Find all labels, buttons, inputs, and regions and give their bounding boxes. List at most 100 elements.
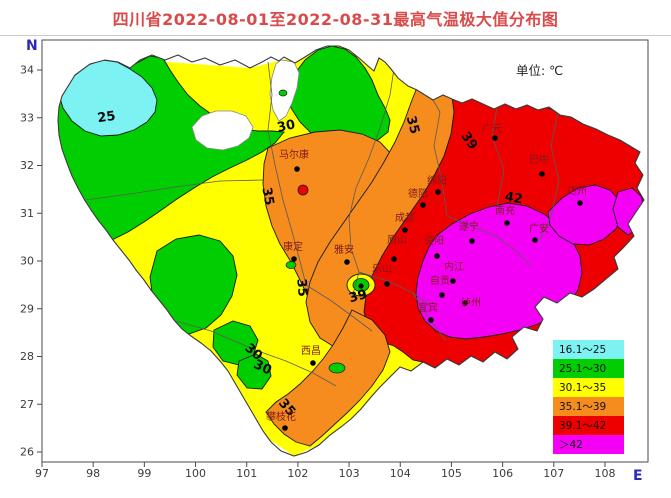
lon-tick-label: 107 — [543, 467, 564, 480]
legend-item: 35.1～39 — [553, 397, 624, 416]
axis-ticks: 97 98 99 100 101 102 103 104 105 106 107 108 34 33 32 3… — [20, 64, 615, 481]
lat-tick-label: 33 — [20, 111, 34, 124]
legend-item: ＞42 — [553, 435, 624, 454]
lat-tick-label: 28 — [20, 350, 34, 363]
lon-tick-label: 100 — [185, 467, 206, 480]
title-divider — [0, 35, 671, 36]
city-label: 乐山 — [372, 263, 392, 275]
station-dot — [384, 281, 390, 287]
lon-tick-label: 105 — [441, 467, 462, 480]
station-dot — [402, 227, 408, 233]
lat-tick-label: 26 — [20, 446, 34, 459]
city-label: 达州 — [567, 185, 587, 197]
city-label: 内江 — [444, 260, 464, 273]
contour-value-label: 42 — [503, 190, 523, 208]
city-label: 成都 — [395, 212, 415, 224]
lat-tick-label: 34 — [20, 64, 34, 77]
city-label: 广安 — [529, 222, 549, 235]
contour-value-label: 30 — [276, 117, 297, 135]
city-label: 泸州 — [461, 297, 481, 309]
city-label: 自贡 — [430, 274, 450, 287]
lon-tick-label: 103 — [339, 467, 360, 480]
station-dot — [420, 202, 426, 208]
city-label: 广元 — [482, 123, 502, 135]
legend-item: 39.1～42 — [553, 416, 624, 435]
station-dot — [504, 220, 510, 226]
station-dot — [462, 300, 468, 306]
page-title: 四川省2022-08-01至2022-08-31最高气温极大值分布图 — [112, 10, 559, 29]
legend-item: 30.1～35 — [553, 378, 624, 397]
station-dot — [291, 256, 297, 262]
legend-item-label: 30.1～35 — [559, 382, 607, 394]
contour-value-label: 30 — [251, 357, 274, 378]
region-green-southwest-2 — [236, 353, 272, 390]
city-label: 攀枝花 — [266, 410, 296, 423]
station-dot — [282, 425, 288, 431]
city-label: 宜宾 — [418, 301, 438, 314]
station-dot — [391, 256, 397, 262]
legend-item-label: 39.1～42 — [559, 420, 607, 432]
compass-north-label: N — [26, 38, 38, 54]
city-label: 绵阳 — [427, 174, 447, 187]
lon-tick-label: 104 — [390, 467, 411, 480]
green-spot-kangding — [285, 261, 297, 269]
station-dot — [294, 166, 300, 172]
station-dot — [577, 200, 583, 206]
contour-value-label: 35 — [293, 278, 310, 297]
lat-tick-label: 30 — [20, 255, 34, 268]
legend-item: 25.1～30 — [553, 359, 624, 378]
station-dot — [428, 317, 434, 323]
city-label: 资阳 — [424, 235, 444, 247]
city-label: 马尔康 — [279, 148, 309, 161]
white-patch-center — [191, 110, 254, 151]
station-dot — [539, 171, 545, 177]
station-dot — [532, 237, 538, 243]
lat-tick-label: 32 — [20, 159, 34, 172]
region-orange-panxi — [265, 309, 391, 447]
contour-value-label: 35 — [403, 114, 422, 135]
contour-value-label: 25 — [97, 109, 117, 126]
lon-tick-label: 98 — [86, 467, 100, 480]
contour-value-label: 39 — [347, 287, 368, 306]
legend-item-label: 25.1～30 — [559, 363, 607, 375]
admin-boundaries — [84, 61, 560, 387]
contour-value-label: 35 — [258, 186, 276, 206]
city-label: 康定 — [283, 240, 303, 253]
legend-item: 16.1～25 — [553, 340, 624, 359]
lat-tick-label: 29 — [20, 302, 34, 315]
legend-item-label: 35.1～39 — [559, 401, 607, 413]
region-green-north-hump — [287, 46, 391, 147]
lon-tick-label: 106 — [492, 467, 513, 480]
temperature-legend: 16.1～25 25.1～30 30.1～35 35.1～39 39.1～42 ＞42 — [553, 340, 624, 454]
red-hotspot-maerkang — [297, 184, 309, 196]
station-dot — [439, 292, 445, 298]
city-label: 巴中 — [529, 153, 549, 166]
city-label: 南充 — [495, 204, 515, 217]
compass-east-label: E — [633, 468, 643, 484]
station-dot — [450, 278, 456, 284]
filled-contour-regions — [58, 46, 644, 456]
lon-tick-label: 108 — [594, 467, 615, 480]
lon-tick-label: 101 — [236, 467, 257, 480]
city-label: 遂宁 — [459, 220, 479, 233]
city-label: 眉山 — [387, 234, 407, 246]
lon-tick-label: 102 — [287, 467, 308, 480]
lon-tick-label: 97 — [35, 467, 49, 480]
lon-tick-label: 99 — [137, 467, 151, 480]
station-dot — [435, 189, 441, 195]
station-dot — [358, 283, 364, 289]
green-spot-xichang-east — [328, 362, 346, 374]
unit-label: 单位: ℃ — [516, 63, 564, 78]
province-outline — [57, 45, 645, 457]
station-dot — [310, 360, 316, 366]
station-dot — [469, 238, 475, 244]
station-dot — [492, 135, 498, 141]
lat-tick-label: 31 — [20, 207, 34, 220]
city-label: 德阳 — [408, 187, 428, 200]
city-label: 雅安 — [334, 243, 354, 256]
station-dot — [434, 253, 440, 259]
lat-tick-label: 27 — [20, 398, 34, 411]
